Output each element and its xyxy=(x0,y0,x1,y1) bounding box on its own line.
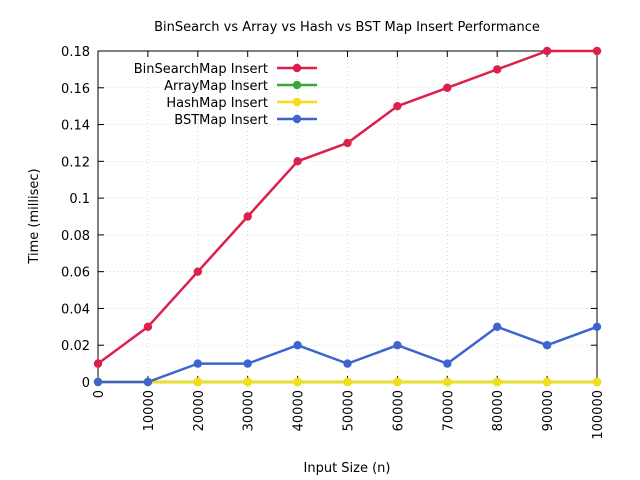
data-point xyxy=(542,377,552,387)
x-tick-label: 20000 xyxy=(192,390,207,431)
x-tick-label: 40000 xyxy=(292,390,307,431)
data-point xyxy=(343,138,352,148)
data-point xyxy=(493,377,502,387)
data-point xyxy=(293,341,302,350)
y-tick-label: 0.12 xyxy=(61,155,90,170)
data-point xyxy=(143,322,153,332)
data-point xyxy=(243,212,252,221)
legend: BinSearchMap Insert ArrayMap Insert HashMa… xyxy=(134,62,317,128)
data-point xyxy=(343,359,352,368)
data-point xyxy=(393,101,402,111)
y-tick-label: 0.02 xyxy=(61,339,90,354)
data-point xyxy=(443,359,452,368)
x-tick-label: 60000 xyxy=(391,390,406,431)
y-tick-label: 0.08 xyxy=(61,229,90,244)
y-tick-label: 0.04 xyxy=(61,302,90,317)
y-tick-label: 0.1 xyxy=(69,192,90,207)
x-tick-label: 10000 xyxy=(142,390,157,431)
legend-item-bstmap-insert: BSTMap Insert xyxy=(174,113,317,128)
axis-ticks: 0 0.02 0.04 0.06 0.08 0.1 0.12 0.14 0.16 0.18 0 100… xyxy=(61,45,606,440)
x-tick-label: 100000 xyxy=(591,390,606,440)
data-point xyxy=(193,267,202,276)
data-point xyxy=(493,322,502,332)
legend-item-binsearchmap-insert: BinSearchMap Insert xyxy=(134,62,317,77)
data-point xyxy=(293,377,302,387)
data-point xyxy=(592,322,602,332)
legend-label: BinSearchMap Insert xyxy=(134,62,268,77)
legend-swatch-marker xyxy=(292,63,302,73)
y-tick-label: 0.06 xyxy=(61,266,90,281)
data-point xyxy=(343,377,352,387)
x-tick-label: 50000 xyxy=(342,390,357,431)
legend-label: HashMap Insert xyxy=(166,96,268,111)
x-tick-label: 70000 xyxy=(441,390,456,431)
legend-item-hashmap-insert: HashMap Insert xyxy=(166,96,317,111)
data-point xyxy=(193,359,202,368)
series-group xyxy=(93,46,602,387)
series-binsearchmap-insert xyxy=(93,46,602,368)
data-point xyxy=(443,83,452,92)
data-point xyxy=(393,341,402,350)
y-tick-label: 0.18 xyxy=(61,45,90,60)
data-point xyxy=(542,341,552,350)
data-point xyxy=(443,377,452,387)
data-point xyxy=(592,377,602,387)
data-point xyxy=(493,65,502,74)
legend-swatch-marker xyxy=(292,80,302,90)
data-point xyxy=(193,377,202,387)
data-point xyxy=(93,377,103,387)
x-tick-label: 30000 xyxy=(242,390,257,431)
y-tick-label: 0.14 xyxy=(61,119,90,134)
data-point xyxy=(293,157,302,166)
x-tick-label: 90000 xyxy=(541,390,556,431)
x-tick-label: 0 xyxy=(92,390,107,398)
legend-swatch-marker xyxy=(292,114,302,124)
data-point xyxy=(143,377,153,387)
data-point xyxy=(243,377,252,387)
x-tick-label: 80000 xyxy=(491,390,506,431)
legend-swatch-marker xyxy=(292,97,302,107)
y-tick-label: 0.16 xyxy=(61,82,90,97)
x-axis-label: Input Size (n) xyxy=(304,461,391,476)
series-hashmap-insert xyxy=(93,377,602,387)
y-tick-label: 0 xyxy=(82,376,90,391)
data-point xyxy=(393,377,402,387)
series-bstmap-insert xyxy=(93,322,602,387)
legend-label: BSTMap Insert xyxy=(174,113,268,128)
data-point xyxy=(542,46,552,56)
data-point xyxy=(243,359,252,368)
chart-title: BinSearch vs Array vs Hash vs BST Map In… xyxy=(154,20,540,35)
data-point xyxy=(592,46,602,56)
data-point xyxy=(93,359,103,368)
y-axis-label: Time (millisec) xyxy=(27,168,42,264)
legend-label: ArrayMap Insert xyxy=(164,79,268,94)
legend-item-arraymap-insert: ArrayMap Insert xyxy=(164,79,317,94)
